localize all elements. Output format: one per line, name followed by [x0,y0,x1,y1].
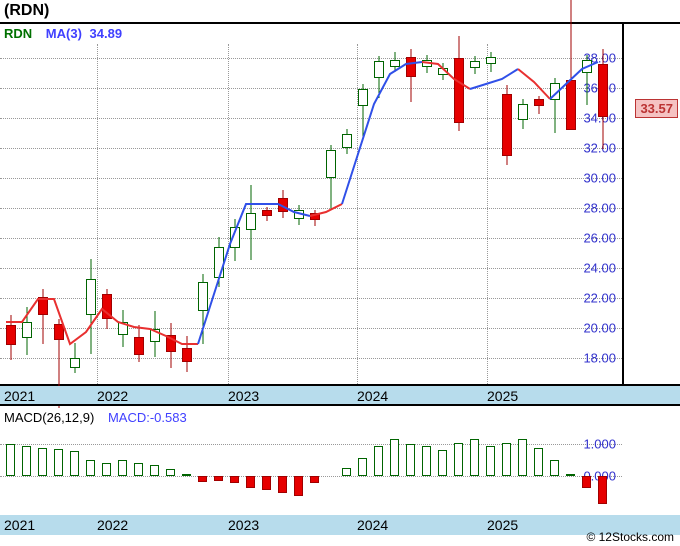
y-axis-label-30: 30.00 [583,171,616,186]
macd-bar[interactable] [134,463,143,476]
macd-bar[interactable] [422,446,431,476]
macd-bar[interactable] [374,446,383,476]
macd-bar[interactable] [390,439,399,476]
macd-bar[interactable] [566,474,575,476]
price-date-axis: 2021 2022 2023 2024 2025 [0,386,680,406]
macd-date-label-2023: 2023 [228,517,259,533]
macd-bar[interactable] [102,463,111,476]
macd-bar[interactable] [438,450,447,476]
price-legend: RDN MA(3) 34.89 [4,26,122,41]
macd-bar[interactable] [550,460,559,476]
macd-bar[interactable] [486,446,495,476]
macd-bar[interactable] [598,476,607,504]
gridline-20 [0,328,622,329]
macd-bar[interactable] [262,476,271,490]
macd-plot-area[interactable]: 1.000 0.000 [0,426,622,501]
macd-date-axis: 2021 2022 2023 2024 2025 [0,515,680,535]
macd-axis-label-1: 1.000 [583,437,616,452]
y-axis-label-32: 32.00 [583,141,616,156]
macd-bar[interactable] [406,444,415,476]
macd-bar[interactable] [310,476,319,483]
y-axis-label-28: 28.00 [583,201,616,216]
macd-legend: MACD(26,12,9) MACD:-0.583 [4,410,187,425]
macd-date-label-2022: 2022 [97,517,128,533]
chart-title: (RDN) [4,2,49,20]
macd-date-label-2021: 2021 [4,517,35,533]
date-label-2021: 2021 [4,388,35,404]
y-axis-label-26: 26.00 [583,231,616,246]
macd-date-label-2025: 2025 [487,517,518,533]
ma-label: MA(3) [46,26,82,41]
date-label-2022: 2022 [97,388,128,404]
macd-date-label-2024: 2024 [357,517,388,533]
macd-bar[interactable] [86,460,95,476]
price-axis-divider [622,24,624,388]
y-axis-label-22: 22.00 [583,291,616,306]
gridline-year-2025 [487,44,488,384]
gridline-24 [0,268,622,269]
footer-credit: © 12Stocks.com [586,530,674,544]
macd-bar[interactable] [246,476,255,488]
macd-bar[interactable] [518,439,527,476]
date-label-2023: 2023 [228,388,259,404]
macd-bar[interactable] [278,476,287,493]
symbol-label: RDN [4,26,32,41]
macd-bar[interactable] [150,465,159,476]
macd-bar[interactable] [470,439,479,476]
macd-panel: MACD(26,12,9) MACD:-0.583 1.000 0.000 [0,408,680,520]
gridline-28 [0,208,622,209]
macd-bar[interactable] [182,474,191,476]
gridline-18 [0,358,622,359]
current-price-tag: 33.57 [635,99,678,118]
gridline-32 [0,148,622,149]
macd-value-label: MACD:-0.583 [108,410,187,425]
stock-chart-root: (RDN) RDN MA(3) 34.89 38.00 [0,0,680,546]
macd-bar[interactable] [214,476,223,481]
gridline-year-2022 [97,44,98,384]
macd-bar[interactable] [6,444,15,476]
macd-bar[interactable] [342,468,351,476]
price-plot-area[interactable]: 38.00 36.00 34.00 32.00 30.00 28.00 26.0… [0,44,622,384]
gridline-26 [0,238,622,239]
macd-title-label: MACD(26,12,9) [4,410,94,425]
macd-bar[interactable] [230,476,239,483]
gridline-34 [0,118,622,119]
macd-bar[interactable] [54,449,63,476]
y-axis-label-20: 20.00 [583,321,616,336]
macd-gridline-1 [0,444,622,445]
date-label-2024: 2024 [357,388,388,404]
macd-bar[interactable] [582,476,591,488]
price-panel: RDN MA(3) 34.89 38.00 36.00 34. [0,22,680,386]
macd-bar[interactable] [454,443,463,476]
macd-bar[interactable] [38,448,47,476]
macd-bar[interactable] [118,460,127,476]
macd-bar[interactable] [198,476,207,482]
macd-bar[interactable] [294,476,303,496]
macd-bar[interactable] [534,448,543,476]
gridline-38 [0,58,622,59]
gridline-year-2023 [228,44,229,384]
ma-value: 34.89 [90,26,123,41]
gridline-30 [0,178,622,179]
macd-bar[interactable] [358,458,367,476]
date-label-2025: 2025 [487,388,518,404]
y-axis-label-18: 18.00 [583,351,616,366]
gridline-36 [0,88,622,89]
macd-bar[interactable] [22,446,31,476]
macd-bar[interactable] [166,469,175,476]
y-axis-label-24: 24.00 [583,261,616,276]
macd-bar[interactable] [502,443,511,476]
macd-bar[interactable] [70,451,79,476]
